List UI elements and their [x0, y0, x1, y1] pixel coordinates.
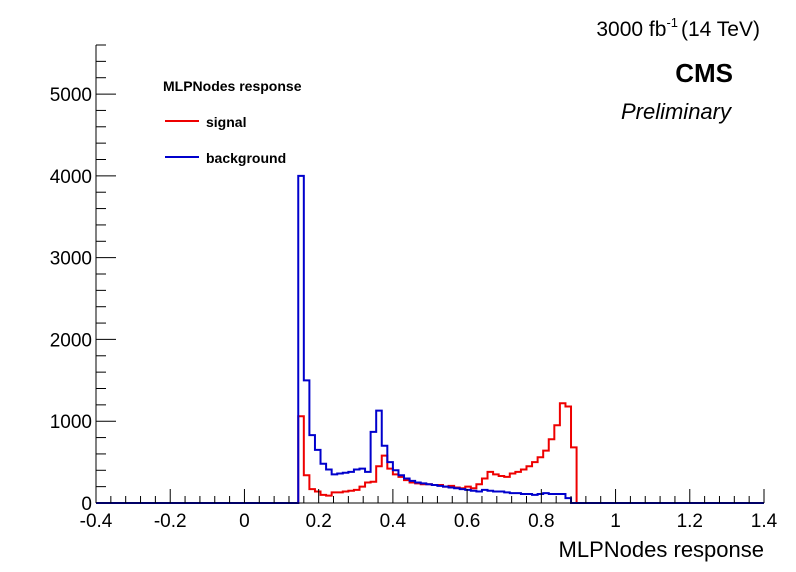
- lumi-sup: -1: [666, 15, 678, 30]
- y-tick-label: 1000: [50, 412, 92, 433]
- y-tick-label: 3000: [50, 249, 92, 270]
- x-tick-label: -0.2: [154, 511, 187, 532]
- x-tick-label: -0.4: [80, 511, 113, 532]
- lumi-energy: (14 TeV): [681, 18, 760, 41]
- x-axis-title: MLPNodes response: [559, 537, 764, 562]
- x-tick-label: 1.4: [751, 511, 778, 532]
- experiment-label: CMS: [675, 58, 733, 88]
- x-tick-label: 1: [610, 511, 621, 532]
- y-tick-label: 2000: [50, 330, 92, 351]
- legend-background-label: background: [206, 150, 286, 166]
- legend-signal-label: signal: [206, 114, 246, 130]
- x-tick-label: 1.2: [677, 511, 703, 532]
- y-tick-label: 5000: [50, 85, 92, 106]
- x-tick-label: 0.8: [528, 511, 554, 532]
- y-tick-label: 4000: [50, 167, 92, 188]
- x-tick-label: 0.6: [454, 511, 480, 532]
- axes-layer: -0.4 -0.2 0 0.2 0.4 0.6 0.8 1 1.2 1.4 0 1000 2000 300…: [50, 44, 778, 532]
- legend-header: MLPNodes response: [163, 78, 302, 94]
- series-layer: [96, 174, 764, 504]
- x-tick-label: 0.2: [305, 511, 331, 532]
- lumi-main: 3000 fb: [596, 18, 666, 41]
- legend: MLPNodes response signal background: [163, 78, 302, 166]
- series-line-background: [96, 174, 764, 504]
- x-tick-label: 0: [239, 511, 250, 532]
- y-tick-label: 0: [81, 494, 92, 515]
- lumi-label: 3000 fb-1 (14 TeV): [596, 15, 760, 41]
- status-label: Preliminary: [621, 99, 733, 124]
- x-tick-label: 0.4: [380, 511, 407, 532]
